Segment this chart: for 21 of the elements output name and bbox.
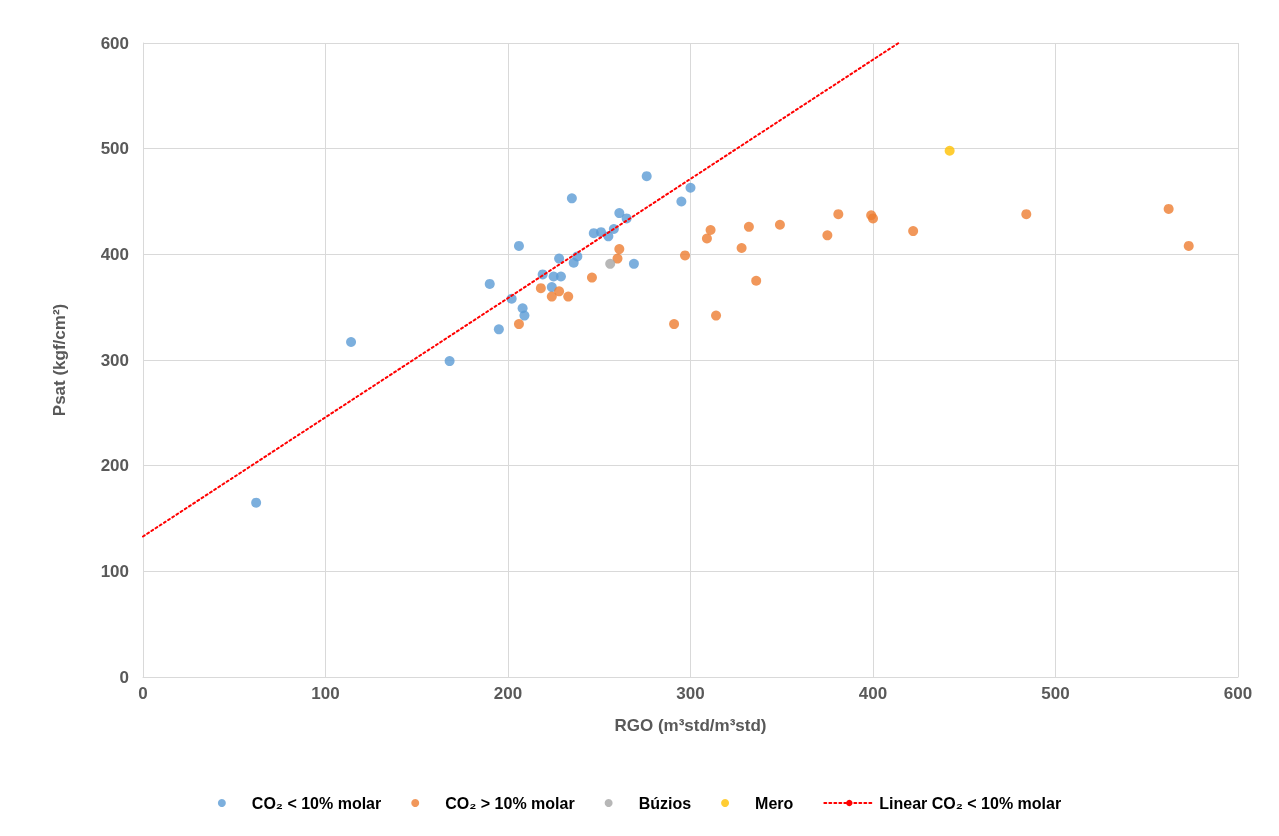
x-tick-label: 500 xyxy=(1041,684,1070,703)
y-axis-title: Psat (kgf/cm²) xyxy=(50,303,69,417)
legend-label: CO₂ > 10% molar xyxy=(445,794,575,812)
x-tick-label: 400 xyxy=(858,684,888,703)
y-tick-label: 400 xyxy=(100,244,129,264)
x-tick-label: 200 xyxy=(493,684,523,703)
y-tick-label: 600 xyxy=(100,33,129,53)
legend-label: Búzios xyxy=(638,794,692,812)
legend-label: Mero xyxy=(755,794,794,812)
x-tick-label: 100 xyxy=(311,684,340,703)
y-tick-label: 300 xyxy=(100,350,129,370)
legend-label: CO₂ < 10% molar xyxy=(251,794,382,812)
legend-label: Linear CO₂ < 10% molar xyxy=(879,794,1062,812)
x-axis-title: RGO (m³std/m³std) xyxy=(614,716,767,735)
x-tick-label: 300 xyxy=(676,684,705,703)
y-tick-label: 100 xyxy=(100,561,129,581)
y-tick-label: 0 xyxy=(119,667,129,687)
y-tick-label: 500 xyxy=(100,139,129,159)
x-tick-label: 600 xyxy=(1223,684,1253,703)
x-tick-label: 0 xyxy=(138,684,148,703)
y-tick-label: 200 xyxy=(100,456,129,476)
